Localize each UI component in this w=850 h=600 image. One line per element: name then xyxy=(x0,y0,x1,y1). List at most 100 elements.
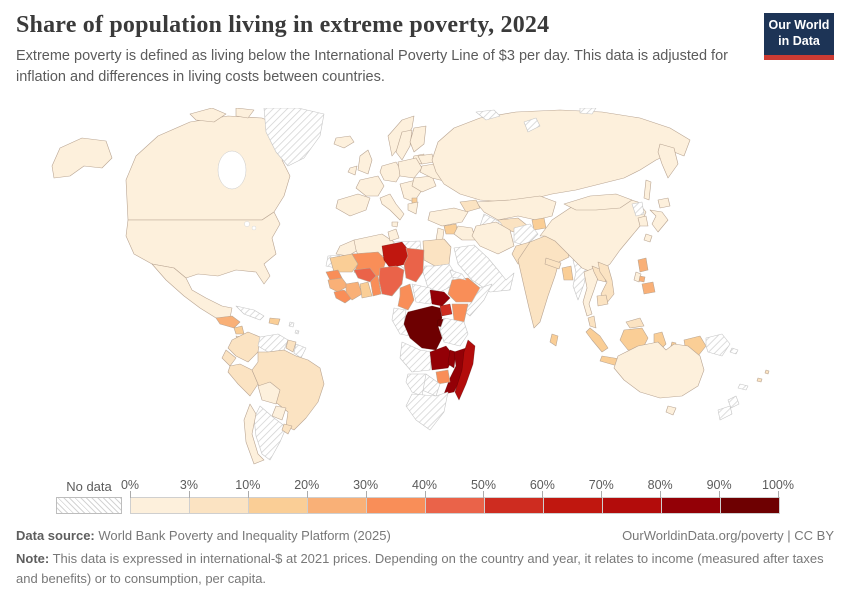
country-united-kingdom[interactable] xyxy=(357,149,373,175)
legend-no-data-swatch[interactable] xyxy=(56,497,122,514)
country-cameroon[interactable] xyxy=(397,283,415,311)
country-sweden[interactable] xyxy=(395,129,413,161)
country-turkey[interactable] xyxy=(427,207,469,227)
country-japan[interactable] xyxy=(643,233,653,243)
country-ireland[interactable] xyxy=(347,165,358,176)
country-guyana[interactable] xyxy=(285,339,297,353)
country-caribbean-islands[interactable] xyxy=(294,329,300,335)
country-afghanistan[interactable] xyxy=(513,223,539,247)
country-zimbabwe[interactable] xyxy=(435,369,451,385)
country-kenya[interactable] xyxy=(451,303,469,323)
country-sri-lanka[interactable] xyxy=(549,333,559,347)
country-japan[interactable] xyxy=(649,209,669,233)
country-south-korea[interactable] xyxy=(637,215,649,227)
country-ghana[interactable] xyxy=(359,281,373,299)
country-japan[interactable] xyxy=(657,197,671,209)
country-iraq[interactable] xyxy=(453,225,477,241)
country-south-sudan[interactable] xyxy=(429,289,451,307)
legend-segment[interactable] xyxy=(603,498,662,513)
credit-link[interactable]: OurWorldinData.org/poverty | CC BY xyxy=(622,528,834,543)
country-namibia[interactable] xyxy=(405,373,427,397)
country-malaysia[interactable] xyxy=(587,315,597,329)
country-arctic-islands[interactable] xyxy=(579,108,597,115)
country-fiji[interactable] xyxy=(756,377,763,383)
country-caucasus[interactable] xyxy=(459,199,481,213)
country-peru[interactable] xyxy=(227,363,259,397)
country-iran[interactable] xyxy=(471,221,515,255)
country-new-caledonia[interactable] xyxy=(737,383,749,391)
country-arabian-peninsula[interactable] xyxy=(453,244,515,293)
country-malaysia[interactable] xyxy=(625,317,645,329)
country-morocco[interactable] xyxy=(335,239,359,257)
country-mexico[interactable] xyxy=(151,263,233,319)
legend-segment[interactable] xyxy=(308,498,367,513)
country-somalia[interactable] xyxy=(463,283,493,317)
country-central-europe[interactable] xyxy=(397,157,423,179)
country-chile[interactable] xyxy=(243,403,265,465)
country-mongolia[interactable] xyxy=(563,193,633,211)
country-north-korea[interactable] xyxy=(631,201,645,217)
country-canada-arctic-islands[interactable] xyxy=(189,108,227,123)
country-paraguay[interactable] xyxy=(271,405,287,421)
country-hispaniola[interactable] xyxy=(268,317,281,326)
legend-segment[interactable] xyxy=(426,498,485,513)
country-nigeria[interactable] xyxy=(378,265,405,297)
legend-segment[interactable] xyxy=(190,498,249,513)
country-italy-sicily[interactable] xyxy=(391,221,399,228)
country-philippines[interactable] xyxy=(638,275,646,283)
country-new-zealand[interactable] xyxy=(717,405,733,421)
country-cote-divoire[interactable] xyxy=(345,281,363,301)
country-nepal[interactable] xyxy=(544,257,562,270)
country-mauritania[interactable] xyxy=(329,253,359,273)
country-cambodia[interactable] xyxy=(596,294,609,307)
country-cuba[interactable] xyxy=(235,305,265,321)
country-chad[interactable] xyxy=(403,247,425,283)
country-malawi[interactable] xyxy=(447,349,457,369)
country-russia-kamchatka[interactable] xyxy=(657,143,679,179)
country-india[interactable] xyxy=(517,235,570,329)
legend-segment[interactable] xyxy=(662,498,721,513)
country-philippines[interactable] xyxy=(637,257,649,273)
country-new-zealand[interactable] xyxy=(727,395,740,409)
country-novaya-zemlya[interactable] xyxy=(523,117,541,133)
legend-segment[interactable] xyxy=(367,498,426,513)
country-spain-portugal[interactable] xyxy=(335,193,371,217)
country-australia-tasmania[interactable] xyxy=(665,405,677,416)
country-south-africa[interactable] xyxy=(405,391,449,431)
country-tanzania[interactable] xyxy=(439,317,469,347)
legend-segment[interactable] xyxy=(249,498,308,513)
country-madagascar[interactable] xyxy=(454,339,476,401)
country-russia-sakhalin[interactable] xyxy=(643,179,652,201)
country-svalbard[interactable] xyxy=(475,109,501,121)
country-nicaragua[interactable] xyxy=(233,325,245,335)
country-uruguay[interactable] xyxy=(281,423,293,435)
country-finland[interactable] xyxy=(409,125,427,153)
country-bangladesh[interactable] xyxy=(561,265,574,281)
country-papua-new-guinea[interactable] xyxy=(705,333,731,357)
country-vanuatu[interactable] xyxy=(764,369,770,375)
country-burkina-faso[interactable] xyxy=(353,267,377,283)
legend-segment[interactable] xyxy=(721,498,779,513)
country-guinea[interactable] xyxy=(327,277,349,293)
country-colombia[interactable] xyxy=(227,331,261,363)
country-guatemala-honduras[interactable] xyxy=(215,315,241,329)
country-bolivia[interactable] xyxy=(257,381,281,405)
country-greece[interactable] xyxy=(407,201,419,215)
country-italy[interactable] xyxy=(379,193,405,221)
country-argentina[interactable] xyxy=(253,405,287,461)
country-brazil[interactable] xyxy=(251,349,325,431)
legend-segment[interactable] xyxy=(485,498,544,513)
country-canada-arctic-islands[interactable] xyxy=(235,108,255,119)
country-tunisia[interactable] xyxy=(387,228,400,242)
country-uganda[interactable] xyxy=(439,303,453,317)
country-russia[interactable] xyxy=(431,109,691,203)
legend-segment[interactable] xyxy=(131,498,190,513)
country-caribbean-islands[interactable] xyxy=(288,321,295,328)
country-democratic-republic-of-congo[interactable] xyxy=(403,305,443,351)
country-alaska[interactable] xyxy=(51,137,113,179)
country-germany[interactable] xyxy=(379,161,403,183)
country-kyrgyzstan-tajikistan[interactable] xyxy=(531,217,547,231)
country-egypt[interactable] xyxy=(422,238,452,267)
country-sierra-leone-liberia[interactable] xyxy=(333,289,353,304)
country-iceland[interactable] xyxy=(333,135,355,149)
